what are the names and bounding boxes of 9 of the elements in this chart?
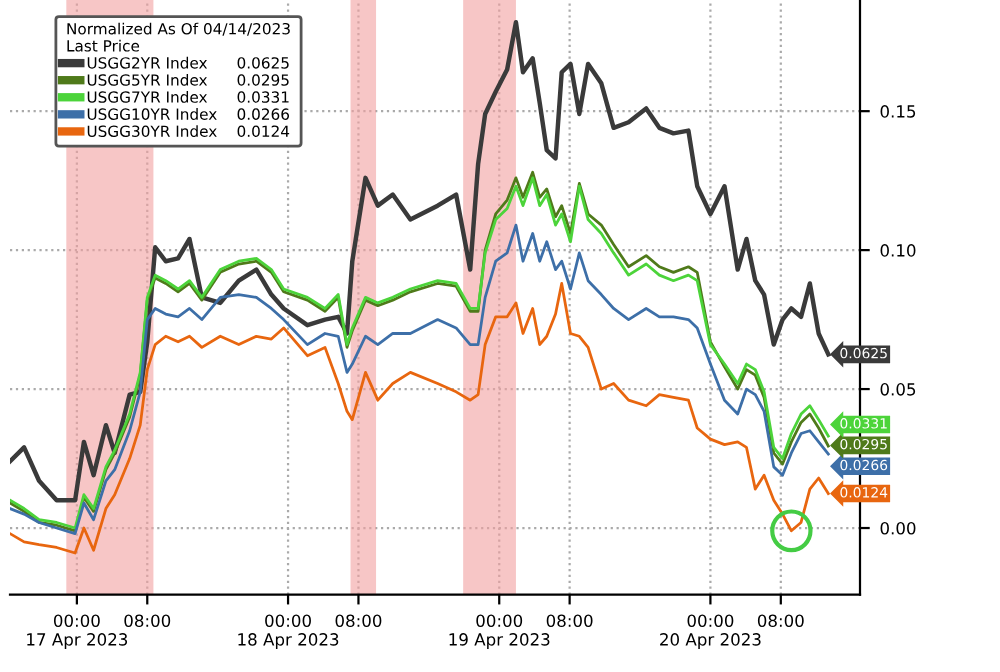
- x-tick-label: 08:00: [124, 614, 171, 628]
- x-tick-label: 08:00: [757, 614, 804, 628]
- x-tick-label: 08:00: [546, 614, 593, 628]
- x-tick-label: 00:00 20 Apr 2023: [660, 614, 761, 649]
- y-tick-label: 0.05: [880, 383, 916, 396]
- y-tick-label: 0.00: [880, 521, 916, 535]
- y-tick-label: 0.15: [880, 105, 916, 118]
- x-tick-label: 08:00: [335, 614, 382, 628]
- y-tick-label: 0.10: [880, 244, 916, 257]
